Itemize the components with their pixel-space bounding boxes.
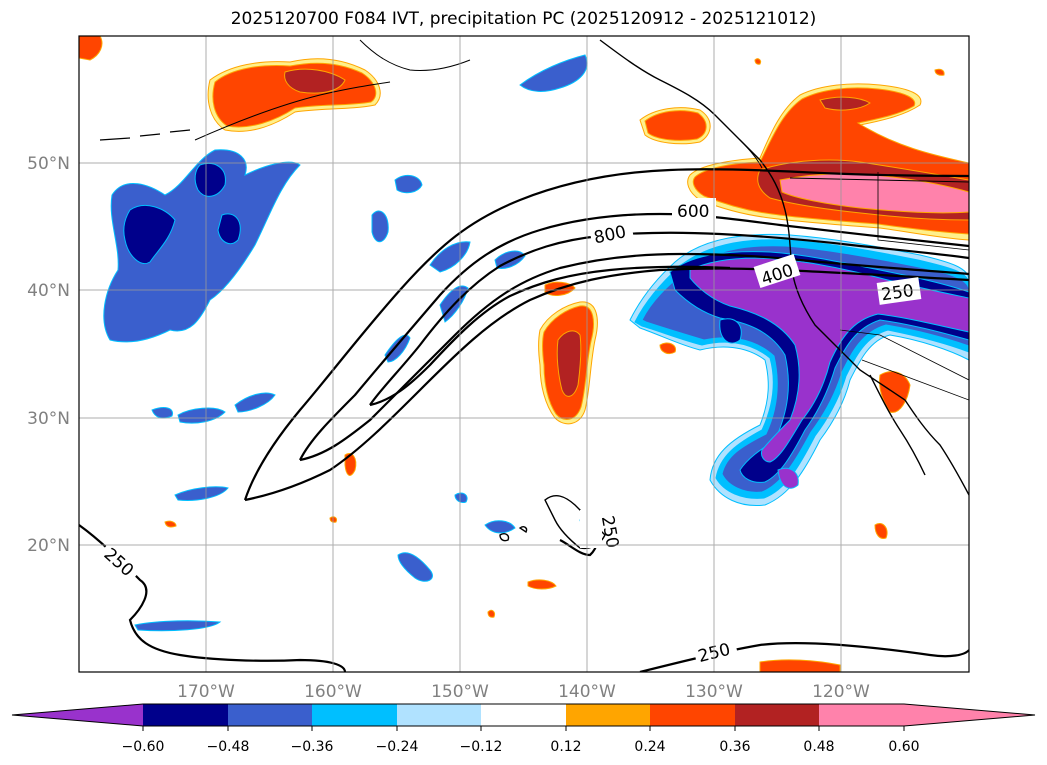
- colorbar-extend-low: [12, 704, 143, 726]
- map-title: 2025120700 F084 IVT, precipitation PC (2…: [230, 9, 817, 29]
- colorbar-bin-pos024: [650, 704, 735, 726]
- colorbar-bin-pos036: [735, 704, 819, 726]
- positive-pc-alaska: [79, 36, 711, 145]
- lat-tick-50n: 50°N: [27, 154, 70, 174]
- colorbar-bin-neg012: [397, 704, 481, 726]
- colorbar-tick: −0.48: [207, 739, 250, 755]
- negative-pc-california-plume: [629, 233, 969, 507]
- colorbar-bin-neutral: [481, 704, 566, 726]
- colorbar-tick: 0.12: [550, 739, 581, 755]
- longitude-tick-labels: 170°W 160°W 150°W 140°W 130°W 120°W: [177, 682, 870, 702]
- colorbar-bin-pos012: [566, 704, 650, 726]
- lon-tick-170w: 170°W: [177, 682, 235, 702]
- colorbar-tick: 0.36: [719, 739, 750, 755]
- lon-tick-140w: 140°W: [558, 682, 616, 702]
- lat-tick-30n: 30°N: [27, 409, 70, 429]
- colorbar-bin-neg048: [143, 704, 228, 726]
- lat-tick-40n: 40°N: [27, 281, 70, 301]
- positive-pc-central-pacific: [164, 58, 945, 672]
- map-frame: [78, 35, 970, 673]
- lon-tick-130w: 130°W: [685, 682, 743, 702]
- gridlines: [79, 36, 969, 672]
- lon-tick-160w: 160°W: [304, 682, 362, 702]
- colorbar-tick: 0.60: [888, 739, 919, 755]
- colorbar-tick: −0.12: [460, 739, 503, 755]
- contour-label-600: 600: [677, 202, 709, 222]
- coastlines: [99, 39, 969, 550]
- lat-tick-20n: 20°N: [27, 536, 70, 556]
- contour-label-250-east: 250: [880, 281, 915, 305]
- colorbar: −0.60 −0.48 −0.36 −0.24 −0.12 0.12 0.24 …: [11, 703, 1036, 755]
- colorbar-tick: −0.36: [291, 739, 334, 755]
- colorbar-tick: 0.24: [634, 739, 665, 755]
- lon-tick-120w: 120°W: [812, 682, 870, 702]
- colorbar-bin-neg036: [228, 704, 312, 726]
- colorbar-tick: −0.60: [122, 739, 165, 755]
- colorbar-bin-neg024: [312, 704, 397, 726]
- latitude-tick-labels: 50°N 40°N 30°N 20°N: [27, 154, 70, 556]
- colorbar-extend-high: [904, 704, 1035, 726]
- negative-pc-west-pacific: [103, 149, 301, 343]
- positive-pc-pacific-northwest: [687, 83, 969, 241]
- colorbar-tick: −0.24: [376, 739, 419, 755]
- lon-tick-150w: 150°W: [431, 682, 489, 702]
- colorbar-bin-pos048: [819, 704, 904, 726]
- colorbar-tick: 0.48: [803, 739, 834, 755]
